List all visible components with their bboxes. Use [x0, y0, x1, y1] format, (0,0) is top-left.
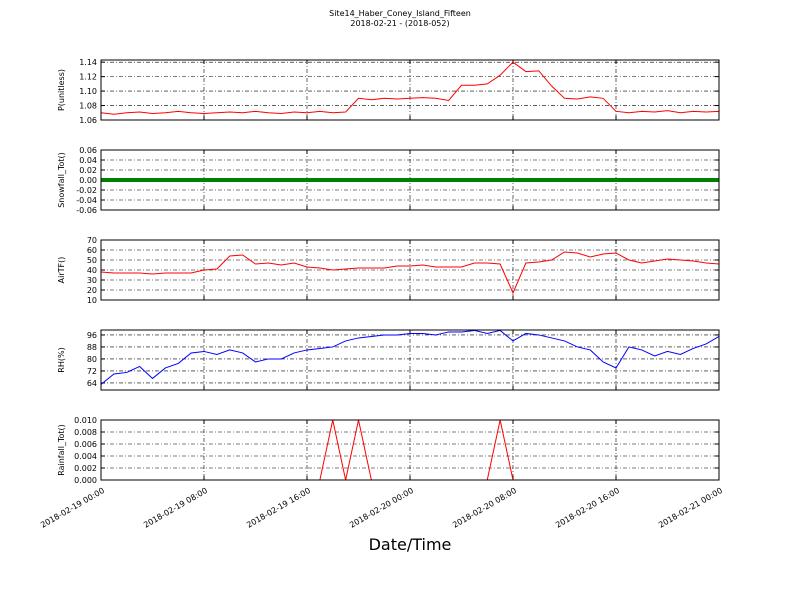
x-tick-label: 2018-02-19 08:00: [142, 486, 209, 530]
x-tick-label: 2018-02-19 00:00: [39, 486, 106, 530]
plot-area: [101, 61, 719, 115]
y-tick-label: -0.06: [76, 206, 97, 215]
axes-frame: [100, 329, 720, 391]
y-tick-label: 70: [87, 236, 97, 245]
y-tick-label: 50: [87, 256, 97, 265]
y-tick-label: 30: [87, 276, 97, 285]
data-line: [101, 251, 719, 295]
x-tick-label: 2018-02-20 00:00: [348, 486, 415, 530]
y-tick-label: 88: [87, 343, 97, 352]
y-tick-label: 0.00: [79, 176, 97, 185]
y-axis-label: Snowfall_Tot(): [57, 152, 66, 208]
y-tick-label: 96: [87, 331, 97, 340]
x-tick-label: 2018-02-19 16:00: [245, 486, 312, 530]
y-tick-label: 0.000: [74, 476, 97, 485]
y-tick-label: 0.04: [79, 156, 97, 165]
y-tick-label: 0.06: [79, 146, 97, 155]
chart-title: Site14_Haber_Coney_Island_Fifteen: [329, 9, 471, 18]
data-line: [101, 330, 719, 385]
y-tick-label: 10: [87, 296, 97, 305]
y-tick-label: 72: [87, 367, 97, 376]
y-axis-label: AirTF(): [57, 257, 66, 284]
y-tick-label: 64: [87, 379, 97, 388]
y-tick-label: 0.02: [79, 166, 97, 175]
y-tick-label: 0.002: [74, 464, 97, 473]
plot-area: [101, 330, 719, 385]
y-tick-label: 0.004: [74, 452, 97, 461]
y-tick-label: -0.04: [76, 196, 97, 205]
y-tick-label: 0.010: [74, 416, 97, 425]
y-tick-label: 1.12: [79, 73, 97, 82]
axes-frame: [100, 419, 720, 481]
y-tick-label: 1.08: [79, 102, 97, 111]
y-tick-label: 0.006: [74, 440, 97, 449]
x-tick-label: 2018-02-20 08:00: [451, 486, 518, 530]
chart-subtitle: 2018-02-21 - (2018-052): [350, 19, 449, 28]
plot-area: [101, 251, 719, 295]
y-tick-label: 40: [87, 266, 97, 275]
y-tick-label: 1.06: [79, 116, 97, 125]
y-tick-label: -0.02: [76, 186, 97, 195]
axes-frame: [100, 149, 720, 211]
axes-frame: [100, 59, 720, 121]
axes-frame: [100, 239, 720, 301]
y-tick-label: 1.14: [79, 58, 97, 67]
y-tick-label: 1.10: [79, 87, 97, 96]
y-tick-label: 60: [87, 246, 97, 255]
y-axis-label: P(unitless): [57, 69, 66, 111]
y-tick-label: 0.008: [74, 428, 97, 437]
y-tick-label: 20: [87, 286, 97, 295]
data-line: [101, 61, 719, 115]
x-axis-label: Date/Time: [369, 535, 452, 554]
y-axis-label: Rainfall_Tot(): [57, 424, 66, 476]
x-tick-label: 2018-02-21 00:00: [657, 486, 724, 530]
x-tick-label: 2018-02-20 16:00: [554, 486, 621, 530]
y-tick-label: 80: [87, 355, 97, 364]
y-axis-label: RH(%): [57, 347, 66, 372]
